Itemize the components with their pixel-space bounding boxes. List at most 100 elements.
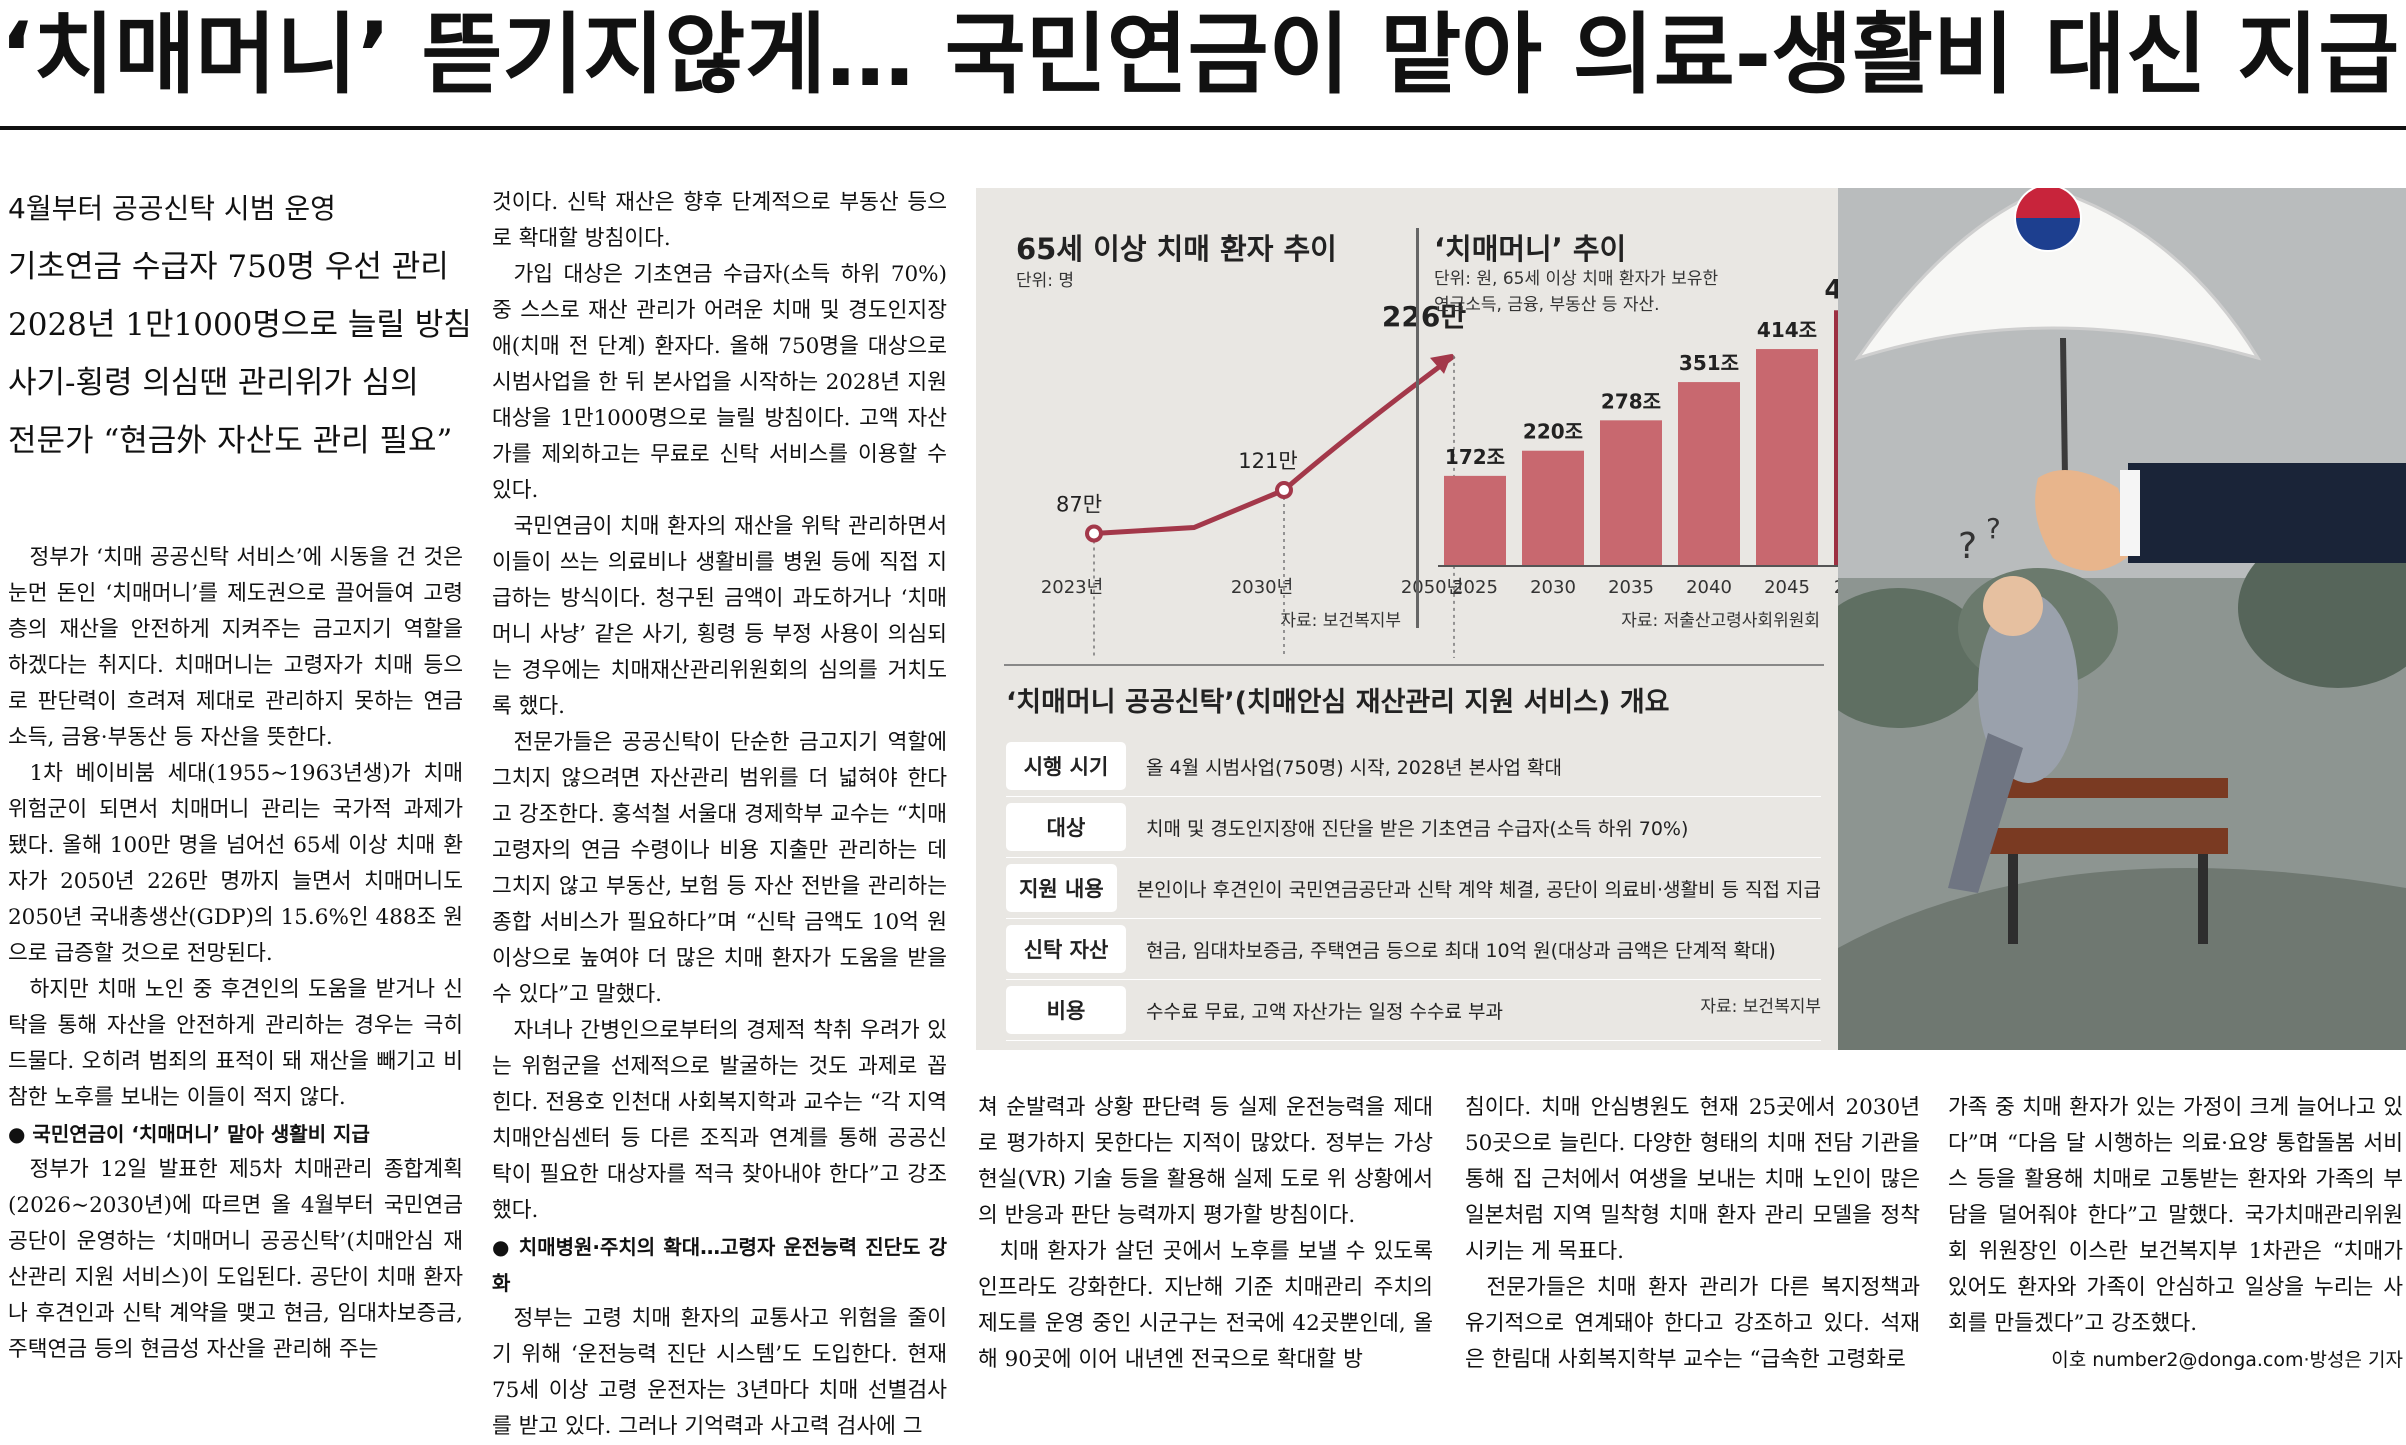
paragraph: 침이다. 치매 안심병원도 현재 25곳에서 2030년 50곳으로 늘린다. … [1465,1095,1920,1264]
article-column-3: 쳐 순발력과 상황 판단력 등 실제 운전능력을 제대로 평가하지 못한다는 지… [978,1090,1433,1378]
bar-chart-source: 자료: 저출산고령사회위원회 [1621,611,1820,631]
table-title: ‘치매머니 공공신탁’(치매안심 재산관리 지원 서비스) 개요 [1006,687,1670,718]
paragraph: 정부가 ‘치매 공공신탁 서비스’에 시동을 건 것은 눈먼 돈인 ‘치매머니’… [8,545,463,750]
tick-label: 2040 [1686,577,1732,598]
data-label: 226만 [1382,300,1466,333]
bar [1756,349,1818,566]
paragraph: 자녀나 간병인으로부터의 경제적 착취 우려가 있는 위험군을 선제적으로 발굴… [492,1018,947,1223]
bar-value-label: 278조 [1601,389,1661,413]
data-point [1275,481,1293,500]
row-value: 치매 및 경도인지장애 진단을 받은 기초연금 수급자(소득 하위 70%) [1146,817,1689,840]
headline: ‘치매머니’ 뜯기지않게… 국민연금이 맡아 의료-생활비 대신 지급 [0,3,2400,106]
bar [1444,475,1506,566]
bar-value-label: 351조 [1679,351,1739,375]
row-header: 비용 [1006,986,1126,1034]
table-row: 신탁 자산 현금, 임대차보증금, 주택연금 등으로 최대 10억 원(대상과 금… [1006,919,1821,980]
bar-value-label: 220조 [1523,420,1583,444]
infographic: 65세 이상 치매 환자 추이 단위: 명 87만 2023년 121만 2030년 2… [976,188,2406,1050]
bar-chart-unit-2: 연금소득, 금융, 부동산 등 자산. [1434,295,1660,315]
subheadline: 전문가 “현금外 자산도 관리 필요” [8,423,453,459]
article-column-2: 것이다. 신탁 재산은 향후 단계적으로 부동산 등으로 확대할 방침이다. 가… [492,185,947,1445]
section-heading: ● 치매병원·주치의 확대…고령자 운전능력 진단도 강화 [492,1235,947,1295]
table-row: 지원 내용 본인이나 후견인이 국민연금공단과 신탁 계약 체결, 공단이 의료비… [1006,858,1821,919]
elderly-man-head [1983,576,2043,636]
tree [1838,588,1988,728]
line-chart-title: 65세 이상 치매 환자 추이 [1016,232,1337,266]
elderly-man [1978,593,2078,783]
subheadlines: 4월부터 공공신탁 시범 운영 기초연금 수급자 750명 우선 관리 2028… [8,180,472,470]
subheadline: 기초연금 수급자 750명 우선 관리 [8,249,449,285]
row-value: 올 4월 시범사업(750명) 시작, 2028년 본사업 확대 [1146,756,1563,779]
umbrella-canopy [1854,188,2262,361]
tree [2238,528,2406,688]
section-heading: ● 국민연금이 ‘치매머니’ 맡아 생활비 지급 [8,1122,370,1146]
byline: 이호 number2@donga.com·방성은 기자 [2051,1349,2403,1371]
row-value: 수수료 무료, 고액 자산가는 일정 수수료 부과 [1146,1000,1503,1023]
paragraph: 전문가들은 공공신탁이 단순한 금고지기 역할에 그치지 않으려면 자산관리 범… [492,730,947,1007]
trend-arrow [1430,353,1452,374]
row-header: 신탁 자산 [1006,925,1126,973]
bench-leg [2198,854,2208,944]
bar-value-label: 172조 [1445,445,1505,469]
subheadline: 4월부터 공공신탁 시범 운영 [8,192,336,225]
bar-chart-unit: 단위: 원, 65세 이상 치매 환자가 보유한 [1434,269,1719,289]
overview-table: 시행 시기 올 4월 시범사업(750명) 시작, 2028년 본사업 확대 대상… [1006,736,1821,1041]
elderly-man-legs [1948,733,2023,893]
question-mark-icon: ? [1986,512,2001,545]
row-value: 본인이나 후견인이 국민연금공단과 신탁 계약 체결, 공단이 의료비·생활비 … [1136,878,1821,901]
line-chart-source: 자료: 보건복지부 [1280,611,1401,631]
taegeuk-emblem [2016,188,2080,218]
row-header: 지원 내용 [1006,864,1117,912]
taegeuk-emblem [2016,218,2080,250]
bench-seat [1988,828,2228,854]
bar [1522,450,1584,566]
article-column-1: 정부가 ‘치매 공공신탁 서비스’에 시동을 건 것은 눈먼 돈인 ‘치매머니’… [8,540,463,1368]
table-row: 시행 시기 올 4월 시범사업(750명) 시작, 2028년 본사업 확대 [1006,736,1821,797]
tick-label: 2025 [1452,577,1498,598]
paragraph: 정부가 12일 발표한 제5차 치매관리 종합계획(2026∼2030년)에 따… [8,1157,463,1362]
tick-label: 2023년 [1041,577,1103,598]
bench-leg [2008,854,2018,944]
tick-label: 2035 [1608,577,1654,598]
headline-rule [0,126,2406,130]
row-header: 시행 시기 [1006,742,1126,790]
row-header: 대상 [1006,803,1126,851]
paragraph: 가족 중 치매 환자가 있는 가정이 크게 늘어나고 있다”며 “다음 달 시행… [1948,1095,2403,1336]
umbrella-illustration: ? ? [1838,188,2406,1050]
paragraph: 전문가들은 치매 환자 관리가 다른 복지정책과 유기적으로 연계돼야 한다고 … [1465,1275,1920,1372]
subheadline: 사기-횡령 의심땐 관리위가 심의 [8,365,419,401]
path [1838,868,2406,1050]
shirt-cuff [2120,470,2140,556]
paragraph: 가입 대상은 기초연금 수급자(소득 하위 70%) 중 스스로 재산 관리가 … [492,262,947,503]
paragraph: 1차 베이비붐 세대(1955∼1963년생)가 치매 위험군이 되면서 치매머… [8,761,463,966]
bar-chart: 172조 2025 220조 2030 278조 2035 351조 2040 414조 2045… [1438,274,1856,598]
table-row: 대상 치매 및 경도인지장애 진단을 받은 기초연금 수급자(소득 하위 70%) [1006,797,1821,858]
paragraph: 것이다. 신탁 재산은 향후 단계적으로 부동산 등으로 확대할 방침이다. [492,190,947,251]
tick-label: 2045 [1764,577,1810,598]
question-mark-icon: ? [1958,526,1977,567]
bar-value-label: 414조 [1757,318,1817,342]
article-column-5: 가족 중 치매 환자가 있는 가정이 크게 늘어나고 있다”며 “다음 달 시행… [1948,1090,2403,1342]
section-divider [1004,664,1824,666]
tick-label: 2030년 [1231,577,1293,598]
bar-chart-title: ‘치매머니’ 추이 [1434,232,1627,266]
article-column-4: 침이다. 치매 안심병원도 현재 25곳에서 2030년 50곳으로 늘린다. … [1465,1090,1920,1378]
paragraph: 하지만 치매 노인 중 후견인의 도움을 받거나 신탁을 통해 자산을 안전하게… [8,977,463,1110]
row-value: 현금, 임대차보증금, 주택연금 등으로 최대 10억 원(대상과 금액은 단계… [1146,939,1776,962]
paragraph: 정부는 고령 치매 환자의 교통사고 위험을 줄이기 위해 ‘운전능력 진단 시… [492,1306,947,1439]
data-point [1085,524,1103,543]
infographic-panel: 65세 이상 치매 환자 추이 단위: 명 87만 2023년 121만 2030년 2… [976,188,1856,1050]
subheadline: 2028년 1만1000명으로 늘릴 방침 [8,307,472,343]
paragraph: 쳐 순발력과 상황 판단력 등 실제 운전능력을 제대로 평가하지 못한다는 지… [978,1095,1433,1228]
bar [1600,420,1662,566]
paragraph: 치매 환자가 살던 곳에서 노후를 보낼 수 있도록 인프라도 강화한다. 지난… [978,1239,1433,1372]
bar [1678,382,1740,566]
hand [2035,470,2138,571]
table-row: 비용 수수료 무료, 고액 자산가는 일정 수수료 부과 [1006,980,1821,1041]
tick-label: 2030 [1530,577,1576,598]
suit-sleeve [2128,463,2406,563]
data-label: 87만 [1056,493,1102,517]
paragraph: 국민연금이 치매 환자의 재산을 위탁 관리하면서 이들이 쓰는 의료비나 생활… [492,514,947,719]
data-label: 121만 [1238,449,1297,473]
